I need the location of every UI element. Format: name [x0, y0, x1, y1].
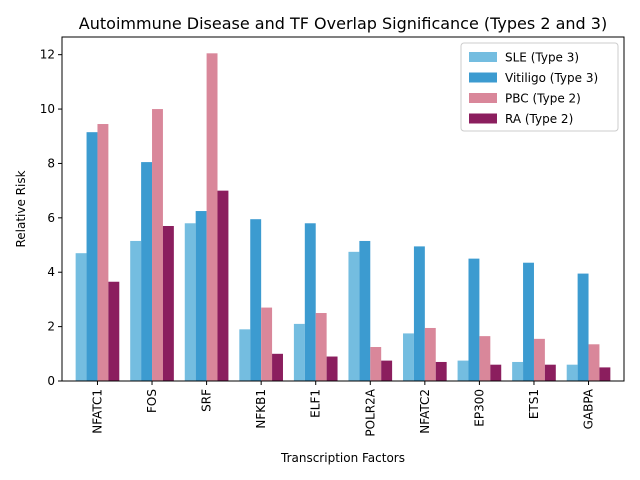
bar-srf-series-4 — [217, 190, 229, 381]
bar-nfkb1-series-3 — [261, 307, 273, 381]
bar-polr2a-series-1 — [348, 251, 360, 381]
plot-frame — [61, 36, 625, 382]
bar-nfatc1-series-3 — [97, 124, 109, 381]
x-tick-label-srf: SRF — [200, 389, 214, 412]
bar-nfatc1-series-1 — [75, 253, 87, 381]
bar-ets1-series-2 — [523, 262, 534, 381]
bar-srf-series-2 — [195, 211, 207, 381]
bar-ets1-series-1 — [512, 361, 524, 381]
y-axis-ticks: 0 2 4 6 8 10 12 — [40, 48, 62, 388]
bar-ep300-series-1 — [457, 360, 469, 381]
y-tick-label: 2 — [47, 320, 55, 334]
chart-title: Autoimmune Disease and TF Overlap Signif… — [79, 14, 607, 33]
bar-gabpa-series-2 — [577, 273, 589, 381]
x-tick-label-gabpa: GABPA — [582, 388, 596, 429]
y-tick-label: 4 — [47, 265, 55, 279]
legend-label: PBC (Type 2) — [505, 92, 581, 106]
x-tick-label-ets1: ETS1 — [527, 389, 541, 419]
bar-nfatc2-series-4 — [435, 361, 447, 381]
x-tick-label-fos: FOS — [145, 389, 159, 413]
x-tick-label-nfatc1: NFATC1 — [90, 389, 104, 434]
bar-group — [75, 53, 611, 382]
bar-nfatc2-series-1 — [403, 333, 414, 381]
x-tick-label-nfkb1: NFKB1 — [254, 389, 268, 429]
bar-elf1-series-2 — [304, 223, 316, 381]
legend-swatch — [469, 72, 497, 83]
bar-srf-series-1 — [184, 223, 196, 381]
y-tick-label: 6 — [47, 211, 55, 225]
legend-swatch — [469, 113, 497, 124]
bar-nfatc2-series-2 — [413, 246, 425, 381]
bar-elf1-series-3 — [315, 313, 327, 381]
bar-srf-series-3 — [206, 53, 218, 382]
bar-fos-series-2 — [141, 162, 153, 381]
x-tick-label-elf1: ELF1 — [309, 389, 323, 418]
bar-ep300-series-3 — [479, 336, 491, 381]
legend: SLE (Type 3) Vitiligo (Type 3) PBC (Type 2… — [460, 42, 619, 132]
legend-label: Vitiligo (Type 3) — [505, 71, 598, 85]
bar-fos-series-1 — [130, 240, 142, 381]
x-tick-label-nfatc2: NFATC2 — [418, 389, 432, 434]
bar-gabpa-series-3 — [588, 344, 600, 381]
bar-polr2a-series-3 — [370, 347, 382, 381]
bar-elf1-series-1 — [293, 323, 305, 381]
bar-ep300-series-2 — [468, 258, 480, 381]
bar-ets1-series-4 — [544, 364, 556, 381]
bar-gabpa-series-1 — [566, 364, 578, 381]
y-axis-label: Relative Risk — [14, 170, 28, 247]
bar-elf1-series-4 — [326, 356, 338, 381]
bar-fos-series-3 — [152, 109, 163, 382]
bar-nfatc1-series-4 — [108, 281, 120, 381]
y-tick-label: 12 — [40, 48, 55, 62]
x-axis-ticks: NFATC1 FOS SRF NFKB1 ELF1 POLR2A NFATC2 EP300 ET… — [90, 381, 596, 437]
bar-nfkb1-series-4 — [272, 353, 283, 381]
bar-nfatc2-series-3 — [424, 327, 436, 381]
bar-polr2a-series-4 — [381, 360, 393, 381]
y-tick-label: 8 — [47, 156, 55, 170]
x-tick-label-polr2a: POLR2A — [363, 388, 377, 436]
y-tick-label: 10 — [40, 102, 55, 116]
bar-fos-series-4 — [162, 225, 174, 381]
bar-nfkb1-series-1 — [239, 329, 251, 381]
legend-swatch — [469, 93, 497, 103]
bar-polr2a-series-2 — [359, 240, 371, 381]
y-tick-label: 0 — [47, 374, 55, 388]
legend-label: RA (Type 2) — [505, 112, 573, 126]
bar-gabpa-series-4 — [599, 367, 611, 381]
bar-nfkb1-series-2 — [250, 219, 262, 381]
legend-box — [460, 42, 619, 132]
x-tick-label-ep300: EP300 — [472, 389, 486, 427]
x-axis-label: Transcription Factors — [280, 451, 405, 465]
legend-label: SLE (Type 3) — [505, 51, 579, 65]
legend-swatch — [469, 52, 497, 62]
bar-ets1-series-3 — [533, 338, 545, 381]
bar-nfatc1-series-2 — [86, 132, 98, 381]
bar-ep300-series-4 — [490, 364, 502, 381]
